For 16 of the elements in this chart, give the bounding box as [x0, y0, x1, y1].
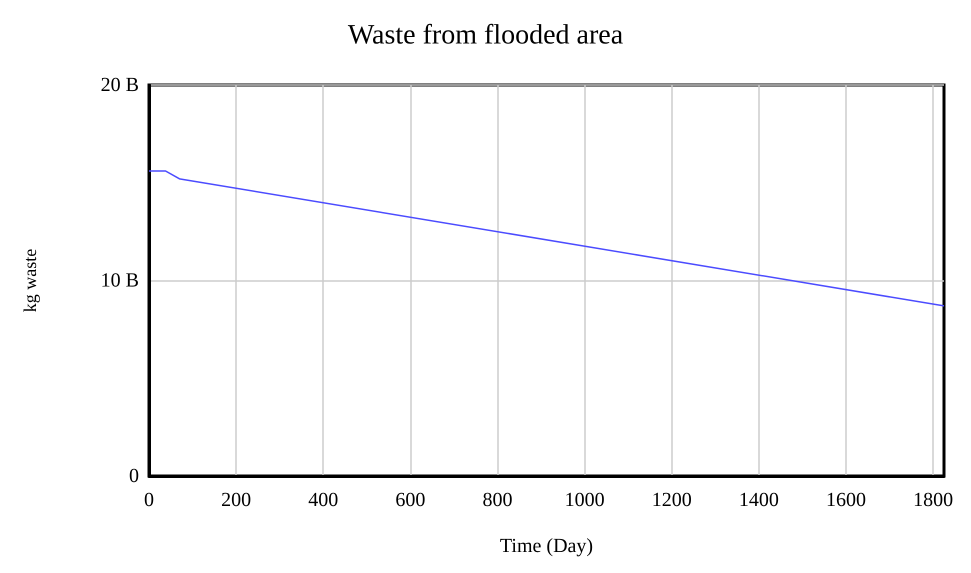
x-tick-label: 1400 — [738, 489, 779, 511]
x-tick-label: 1200 — [652, 489, 692, 511]
x-tick-label: 800 — [482, 489, 512, 511]
x-axis-title: Time (Day) — [500, 535, 594, 557]
y-axis-title: kg waste — [20, 248, 40, 312]
x-tick-label: 1800 — [913, 489, 954, 511]
y-tick-label: 0 — [129, 465, 139, 487]
x-tick-label: 1600 — [826, 489, 866, 511]
x-tick-label: 400 — [308, 489, 338, 511]
x-tick-label: 200 — [221, 489, 252, 511]
y-tick-label: 20 B — [100, 74, 139, 96]
x-tick-label: 0 — [144, 489, 154, 511]
x-tick-label: 600 — [395, 489, 426, 511]
chart-title: Waste from flooded area — [348, 20, 624, 50]
y-tick-label: 10 B — [100, 270, 139, 292]
x-tick-label: 1000 — [564, 489, 605, 511]
